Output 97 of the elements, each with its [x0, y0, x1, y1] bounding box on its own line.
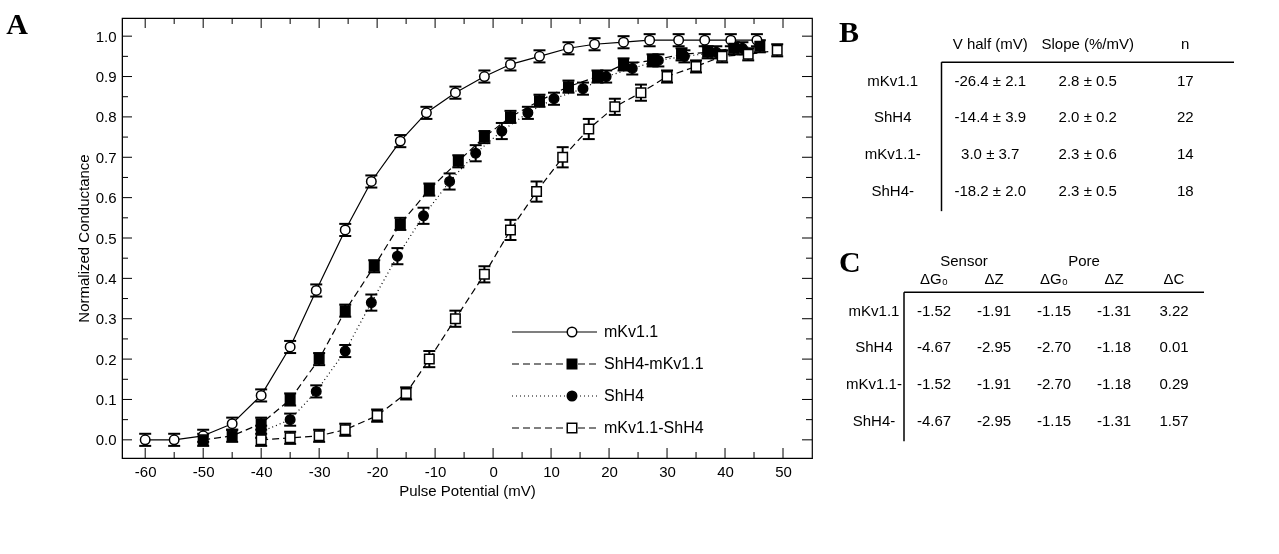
text: -1.91	[976, 375, 1012, 393]
category-label: ShH4-	[852, 411, 896, 429]
point	[418, 210, 430, 222]
text: -2.70	[1036, 338, 1072, 356]
x-tick-label: -30	[308, 462, 331, 480]
y-tick-label: 0.8	[95, 108, 117, 126]
text: 1.57	[1159, 411, 1189, 429]
text: -18.2 ± 2.0	[954, 181, 1027, 199]
point	[423, 353, 435, 365]
text: -2.95	[976, 411, 1012, 429]
x-tick-label: 20	[601, 462, 618, 480]
point	[478, 268, 490, 280]
y-tick-label: 0.2	[95, 350, 117, 368]
text: -26.4 ± 2.1	[954, 71, 1027, 89]
text: 0.01	[1159, 338, 1189, 356]
category-label: ΔZ	[1104, 270, 1124, 288]
category-label: mKv1.1	[867, 71, 919, 89]
x-tick-label: -60	[134, 462, 157, 480]
x-tick-label: 0	[489, 462, 498, 480]
text: 22	[1176, 108, 1194, 126]
text: 2.0 ± 0.2	[1058, 108, 1117, 126]
y-tick-label: 0.3	[95, 310, 117, 328]
legend-label: ShH4-mKv1.1	[604, 355, 704, 372]
text: 2.3 ± 0.6	[1058, 145, 1117, 163]
text: -1.31	[1096, 411, 1132, 429]
text: 14	[1176, 145, 1194, 163]
x-axis-title: Pulse Potential (mV)	[399, 481, 536, 499]
category-label: ΔZ	[984, 270, 1004, 288]
legend-label: mKv1.1	[604, 323, 659, 340]
text: 18	[1176, 181, 1194, 199]
point	[583, 123, 595, 135]
legend-label: mKv1.1-ShH4	[604, 419, 704, 436]
category-label: mKv1.1-	[846, 375, 902, 393]
point	[609, 101, 621, 113]
y-tick-label: 0.4	[95, 269, 117, 287]
x-tick-label: 50	[775, 462, 792, 480]
text: -1.18	[1096, 338, 1132, 356]
y-tick-label: 1.0	[95, 27, 117, 45]
x-tick-label: -40	[250, 462, 273, 480]
x-tick-label: 10	[543, 462, 560, 480]
point	[444, 176, 456, 187]
x-tick-label: 40	[717, 462, 734, 480]
category-label: ShH4	[855, 338, 893, 356]
x-tick-label: 30	[659, 462, 676, 480]
text: C	[839, 245, 861, 278]
category-label: ShH4	[873, 108, 912, 126]
y-tick-label: 0.9	[95, 68, 117, 86]
text: Sensor	[940, 251, 988, 269]
category-label: mKv1.1	[848, 301, 900, 319]
point	[504, 224, 516, 236]
text: -4.67	[916, 411, 952, 429]
x-tick-label: -50	[192, 462, 215, 480]
text: 17	[1176, 71, 1194, 89]
legend-label: ShH4	[604, 387, 645, 404]
chart-title: A	[6, 6, 29, 40]
text: 2.3 ± 0.5	[1058, 181, 1117, 199]
text: -1.15	[1036, 301, 1072, 319]
category-label: mKv1.1-	[864, 145, 921, 163]
y-tick-label: 0.0	[95, 431, 117, 449]
y-tick-label: 0.5	[95, 229, 117, 247]
category-label: Slope (%/mV)	[1041, 34, 1135, 52]
text: -2.70	[1036, 375, 1072, 393]
text: -2.95	[976, 338, 1012, 356]
text: B	[839, 15, 860, 48]
category-label: ShH4-	[871, 181, 915, 199]
text: -1.52	[916, 301, 952, 319]
text: -4.67	[916, 338, 952, 356]
point	[496, 125, 508, 137]
text: 0.29	[1159, 375, 1189, 393]
y-tick-label: 0.1	[95, 390, 117, 408]
category-label: n	[1181, 34, 1190, 52]
category-label: V half (mV)	[952, 34, 1028, 52]
x-tick-label: -10	[424, 462, 447, 480]
point	[635, 87, 647, 99]
text: 3.0 ± 3.7	[961, 145, 1020, 163]
point	[470, 147, 482, 159]
text: 2.8 ± 0.5	[1058, 71, 1117, 89]
point	[557, 151, 569, 163]
category-label: ΔG₀	[1040, 270, 1068, 288]
text: -1.31	[1096, 301, 1132, 319]
y-tick-label: 0.7	[95, 148, 117, 166]
text: -1.18	[1096, 375, 1132, 393]
point	[449, 313, 461, 325]
text: -14.4 ± 3.9	[954, 108, 1027, 126]
x-tick-label: -20	[366, 462, 389, 480]
point	[531, 186, 543, 198]
y-tick-label: 0.6	[95, 189, 117, 207]
text: -1.15	[1036, 411, 1072, 429]
point	[365, 297, 377, 309]
text: -1.91	[976, 301, 1012, 319]
y-axis-title: Normalized Conductance	[74, 154, 92, 323]
text: Pore	[1068, 251, 1100, 269]
point	[391, 250, 403, 262]
text: -1.52	[916, 375, 952, 393]
category-label: ΔG₀	[920, 270, 948, 288]
text: 3.22	[1159, 301, 1189, 319]
category-label: ΔC	[1163, 270, 1185, 288]
